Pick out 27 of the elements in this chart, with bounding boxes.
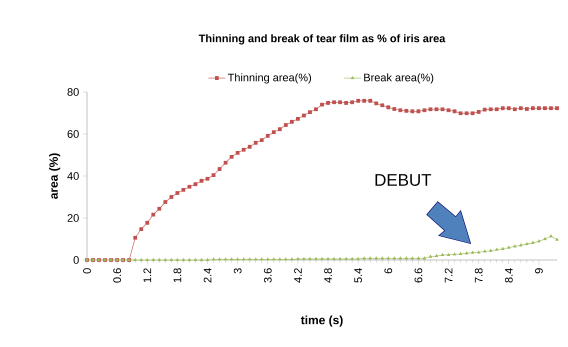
x-tick-label: 7.2 [444, 268, 452, 282]
x-tick-label: 2.4 [204, 268, 212, 282]
legend-label: Break area(%) [364, 73, 434, 84]
x-tick-label: 5.4 [354, 268, 362, 283]
y-tick-label: 0 [74, 256, 79, 264]
y-tick-label: 80 [68, 88, 79, 96]
x-tick-label: 1.2 [143, 268, 152, 282]
x-tick-label: 6 [384, 268, 392, 274]
x-tick-label: 4.2 [294, 268, 302, 283]
y-axis-title: area (%) [49, 153, 60, 199]
y-tick-label: 60 [68, 130, 79, 138]
legend-label: Thinning area(%) [228, 73, 312, 84]
chart-title: Thinning and break of tear film as % of iris area [198, 34, 446, 45]
x-tick-label: 0.6 [113, 268, 122, 283]
x-tick-label: 6.6 [414, 268, 422, 282]
annotation: DEBUT [376, 174, 432, 186]
x-tick-label: 8.4 [504, 268, 513, 283]
x-tick-label: 3 [234, 268, 242, 274]
x-axis-title: time (s) [300, 316, 343, 327]
y-tick-label: 40 [67, 172, 79, 180]
x-tick-label: 3.6 [264, 268, 272, 283]
x-tick-label: 0 [83, 268, 91, 274]
x-tick-label: 4.8 [324, 268, 332, 283]
x-tick-label: 7.8 [474, 268, 483, 282]
y-tick-label: 20 [68, 214, 79, 222]
x-tick-label: 1.8 [174, 268, 182, 282]
x-tick-label: 9 [535, 268, 543, 274]
